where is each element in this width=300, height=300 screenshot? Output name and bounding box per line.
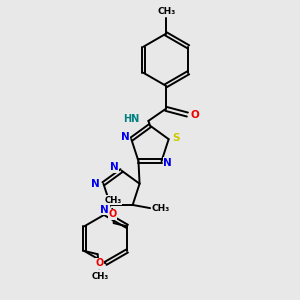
Text: O: O xyxy=(191,110,200,119)
Text: N: N xyxy=(100,205,109,215)
Text: O: O xyxy=(108,209,116,219)
Text: CH₃: CH₃ xyxy=(151,204,169,213)
Text: N: N xyxy=(91,179,100,189)
Text: N: N xyxy=(164,158,172,168)
Text: CH₃: CH₃ xyxy=(104,196,122,205)
Text: N: N xyxy=(110,162,119,172)
Text: O: O xyxy=(95,258,103,268)
Text: N: N xyxy=(121,132,129,142)
Text: HN: HN xyxy=(123,114,140,124)
Text: CH₃: CH₃ xyxy=(157,7,176,16)
Text: S: S xyxy=(172,133,179,142)
Text: CH₃: CH₃ xyxy=(92,272,109,281)
